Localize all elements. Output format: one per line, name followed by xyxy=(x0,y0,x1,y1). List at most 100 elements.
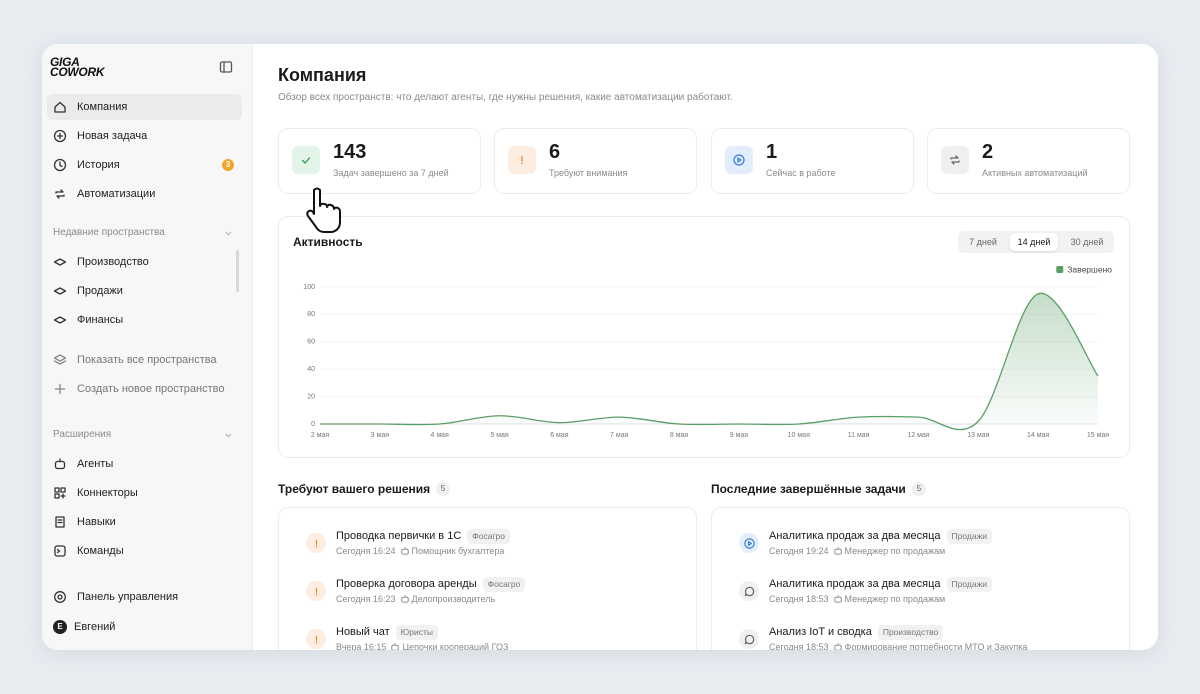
range-button[interactable]: 14 дней xyxy=(1010,233,1058,251)
icon-shape xyxy=(54,458,66,470)
range-button[interactable]: 7 дней xyxy=(969,237,997,247)
item-meta: Сегодня 19:24 Менеджер по продажам xyxy=(769,545,945,557)
icon-shape xyxy=(401,548,409,555)
stat-icon xyxy=(521,155,523,165)
space-item[interactable]: Продажи xyxy=(77,285,123,297)
space-icon xyxy=(53,287,67,295)
stat-value: 2 xyxy=(982,141,994,163)
sidebar xyxy=(42,44,253,650)
agent-icon xyxy=(391,642,399,650)
nav-item[interactable]: Новая задача xyxy=(77,130,148,142)
stat-card[interactable] xyxy=(927,128,1130,194)
ext-item[interactable]: Команды xyxy=(77,545,124,557)
section-count: 5 xyxy=(440,484,446,493)
x-tick-label: 4 мая xyxy=(431,432,450,439)
icon-shape xyxy=(53,287,67,295)
icon-shape xyxy=(53,258,67,266)
avatar-initial: Е xyxy=(57,622,63,631)
item-tag: Юристы xyxy=(395,625,438,640)
stat-icon-bg xyxy=(725,146,753,174)
x-tick-label: 10 мая xyxy=(788,432,810,439)
item-agent: Менеджер по продажам xyxy=(844,546,946,556)
icon-shape xyxy=(53,129,67,143)
nav-active-bg xyxy=(47,94,242,120)
item-title-row[interactable]: Проводка первички в 1С Фосагро xyxy=(336,529,511,544)
ext-item[interactable]: Коннекторы xyxy=(77,487,138,499)
ext-item[interactable]: Агенты xyxy=(77,458,114,470)
icon-shape xyxy=(54,383,66,395)
item-title-row[interactable]: Анализ IoT и сводка Производство xyxy=(769,625,944,640)
item-title-row[interactable]: Аналитика продаж за два месяца Продажи xyxy=(769,529,992,544)
y-tick-label: 20 xyxy=(307,393,315,400)
nav-item[interactable]: Компания xyxy=(77,101,128,113)
nav-icon xyxy=(53,158,67,172)
icon-shape xyxy=(219,61,233,73)
item-meta: Вчера 16:15 Цепочки коопераций ГОЗ xyxy=(336,641,508,650)
x-tick-label: 11 мая xyxy=(848,432,870,439)
icon-shape xyxy=(401,546,409,555)
icon-shape xyxy=(53,354,67,365)
item-icon-bg xyxy=(739,629,759,649)
stat-value: 6 xyxy=(549,141,561,163)
gear-icon xyxy=(54,591,66,603)
nav-item[interactable]: Автоматизации xyxy=(77,188,156,200)
item-icon xyxy=(744,586,754,596)
item-title: Анализ IoT и сводка xyxy=(769,626,872,638)
ext-item[interactable]: Навыки xyxy=(77,516,116,528)
x-tick-label: 3 мая xyxy=(371,432,390,439)
icon-shape xyxy=(744,586,754,596)
item-title-row[interactable]: Новый чат Юристы xyxy=(336,625,438,640)
create-icon xyxy=(54,383,66,395)
space-icon xyxy=(53,316,67,324)
count-bg xyxy=(912,482,926,496)
ext-icon xyxy=(55,516,65,528)
icon-shape xyxy=(57,594,63,600)
activity-chart: 0 20 40 60 80 100 2 мая 3 мая 4 мая 5 мая 6 мая 7 м… xyxy=(303,264,1112,439)
item-icon xyxy=(315,539,317,547)
scrollbar xyxy=(236,250,239,292)
item-agent: Цепочки коопераций ГОЗ xyxy=(402,642,509,650)
user-name[interactable]: Евгений xyxy=(74,621,116,633)
agent-icon xyxy=(834,546,842,555)
item-tag: Фосагро xyxy=(482,577,526,592)
icon-shape xyxy=(59,161,63,168)
x-tick-label: 14 мая xyxy=(1027,432,1049,439)
cursor-hand xyxy=(306,187,341,233)
create-space[interactable]: Создать новое пространство xyxy=(77,383,225,395)
page-title: Компания xyxy=(278,65,367,85)
legend-label: Завершено xyxy=(1067,264,1112,274)
show-all[interactable]: Показать все пространства xyxy=(77,354,217,366)
icon-shape xyxy=(747,540,752,546)
icon-shape xyxy=(950,155,960,165)
range-button[interactable]: 30 дней xyxy=(1070,237,1104,247)
icon-shape xyxy=(737,157,742,163)
space-item[interactable]: Финансы xyxy=(77,314,124,326)
x-tick-label: 13 мая xyxy=(967,432,989,439)
y-tick-label: 60 xyxy=(307,339,315,346)
brand: COWORK xyxy=(50,65,105,79)
item-icon xyxy=(315,587,317,595)
section-count: 5 xyxy=(916,484,922,493)
item-title-row[interactable]: Аналитика продаж за два месяца Продажи xyxy=(769,577,992,592)
icon-shape xyxy=(54,487,66,499)
item-agent: Формирование потребности МТО и Закупка xyxy=(844,642,1028,650)
icon-shape xyxy=(225,231,231,235)
item-icon-bg xyxy=(739,581,759,601)
icon-shape xyxy=(54,460,66,470)
nav-item[interactable]: История xyxy=(77,159,120,171)
item-title-row[interactable]: Проверка договора аренды Фосагро xyxy=(336,577,526,592)
stat-icon xyxy=(301,157,311,164)
section-title: Требуют вашего решения xyxy=(278,482,431,496)
section-title: Последние завершённые задачи xyxy=(711,482,906,496)
item-icon-bg xyxy=(739,533,759,553)
icon-shape xyxy=(53,316,67,324)
item-title: Проверка договора аренды xyxy=(336,578,477,590)
stat-icon xyxy=(733,154,745,166)
icon-shape xyxy=(55,516,65,528)
space-item[interactable]: Производство xyxy=(77,256,149,268)
line xyxy=(319,293,1099,431)
item-tag: Продажи xyxy=(946,529,992,544)
icon-shape xyxy=(743,537,755,549)
icon-shape xyxy=(60,487,66,493)
control-panel[interactable]: Панель управления xyxy=(77,591,179,603)
